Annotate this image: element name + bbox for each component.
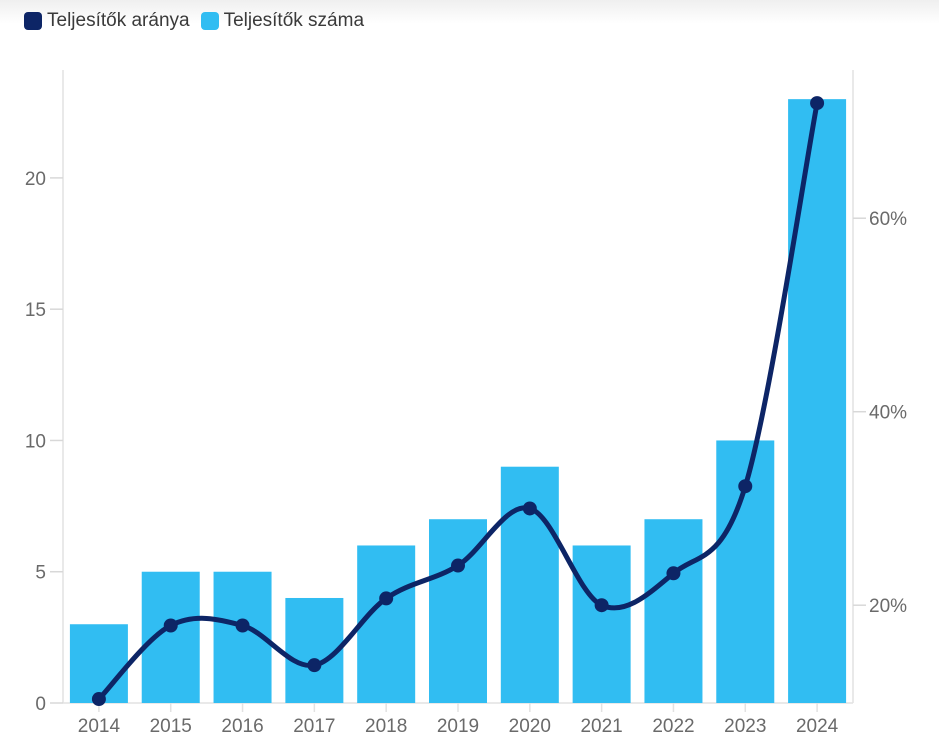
data-point-2019[interactable] bbox=[451, 558, 465, 573]
data-point-2017[interactable] bbox=[307, 658, 322, 673]
left-axis-tick-label: 5 bbox=[35, 563, 46, 584]
x-axis-label: 2019 bbox=[437, 716, 479, 737]
left-axis-tick-label: 15 bbox=[25, 300, 46, 321]
x-axis-label: 2020 bbox=[509, 716, 551, 737]
legend-swatch-line-series bbox=[24, 11, 42, 30]
data-point-2021[interactable] bbox=[594, 598, 609, 613]
bar-2017[interactable] bbox=[285, 597, 344, 703]
left-axis-tick-label: 10 bbox=[25, 431, 46, 452]
left-axis-tick-label: 20 bbox=[25, 169, 46, 190]
x-axis-label: 2024 bbox=[796, 716, 839, 737]
bar-2022[interactable] bbox=[644, 519, 703, 703]
data-point-2020[interactable] bbox=[522, 501, 537, 516]
x-axis-label: 2015 bbox=[150, 716, 192, 737]
x-axis-label: 2018 bbox=[365, 716, 407, 737]
left-axis-tick-label: 0 bbox=[35, 694, 46, 715]
bar-2018[interactable] bbox=[357, 545, 416, 703]
data-point-2022[interactable] bbox=[666, 566, 681, 581]
bar-2014[interactable] bbox=[69, 624, 128, 703]
chart-legend: Teljesítők aránya Teljesítők száma bbox=[24, 11, 364, 30]
right-axis-tick-label: 20% bbox=[869, 596, 907, 617]
x-axis-label: 2014 bbox=[78, 716, 121, 737]
legend-item-teljesitok-szama[interactable]: Teljesítők száma bbox=[200, 10, 365, 31]
x-axis-label: 2023 bbox=[724, 716, 766, 737]
data-point-2024[interactable] bbox=[810, 96, 825, 111]
data-point-2016[interactable] bbox=[235, 618, 250, 633]
bar-2015[interactable] bbox=[141, 571, 200, 703]
legend-item-teljesitok-aranya[interactable]: Teljesítők aránya bbox=[24, 11, 190, 30]
data-point-2015[interactable] bbox=[163, 618, 178, 633]
bar-2021[interactable] bbox=[572, 545, 631, 703]
legend-swatch-bar-series bbox=[200, 11, 219, 30]
data-point-2018[interactable] bbox=[379, 591, 394, 606]
x-axis-label: 2021 bbox=[580, 716, 622, 737]
x-axis-label: 2022 bbox=[652, 716, 694, 737]
legend-label-line-series: Teljesítők aránya bbox=[47, 10, 190, 31]
legend-label-bar-series: Teljesítők száma bbox=[223, 10, 365, 31]
x-axis-label: 2016 bbox=[221, 716, 263, 737]
right-axis-tick-label: 40% bbox=[869, 403, 907, 424]
x-axis-label: 2017 bbox=[293, 716, 335, 737]
right-axis-tick-label: 60% bbox=[869, 209, 907, 230]
data-point-2023[interactable] bbox=[738, 479, 753, 494]
bar-2024[interactable] bbox=[788, 99, 847, 703]
data-point-2014[interactable] bbox=[91, 692, 106, 707]
